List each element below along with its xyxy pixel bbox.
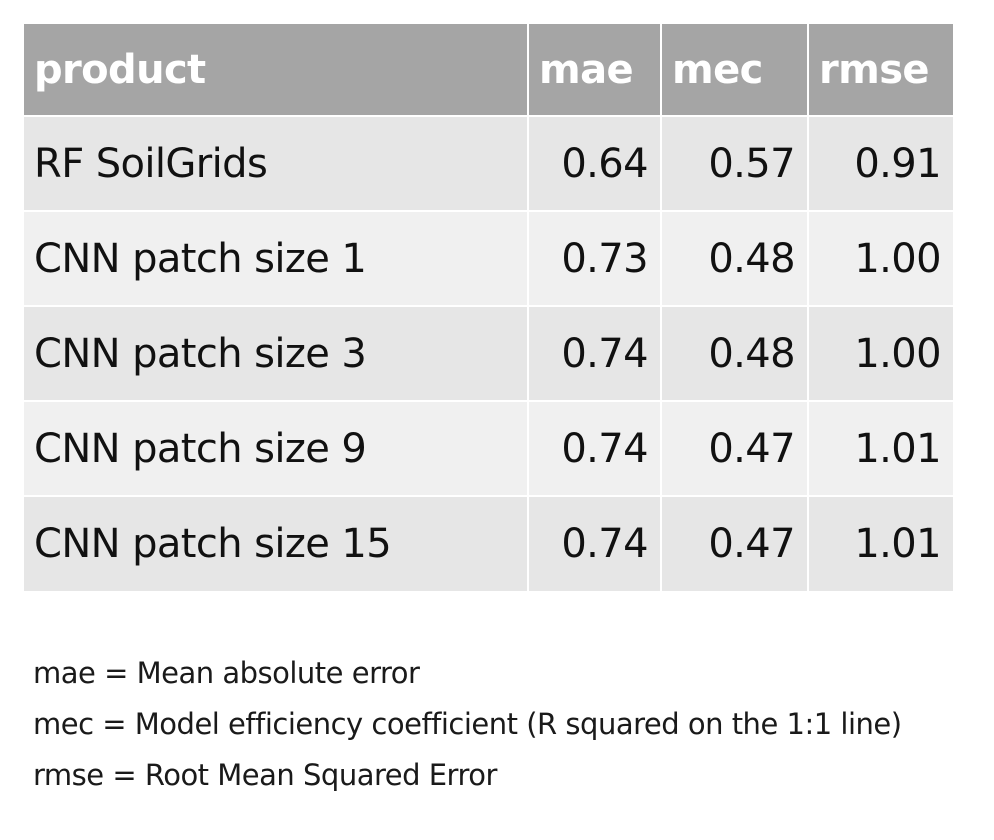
table-row: RF SoilGrids 0.64 0.57 0.91 — [24, 116, 953, 212]
rmse-cell: 0.91 — [807, 116, 953, 212]
rmse-cell: 1.01 — [807, 401, 953, 497]
header-product: product — [24, 24, 528, 117]
mae-cell: 0.74 — [527, 401, 661, 497]
table-row: CNN patch size 9 0.74 0.47 1.01 — [24, 401, 953, 497]
mae-cell: 0.74 — [527, 306, 661, 402]
product-cell: RF SoilGrids — [24, 116, 528, 212]
note-rmse: rmse = Root Mean Squared Error — [33, 758, 497, 792]
mec-cell: 0.48 — [660, 211, 808, 307]
mae-cell: 0.73 — [527, 211, 661, 307]
metrics-table: product mae mec rmse RF SoilGrids 0.64 0… — [24, 24, 953, 591]
product-cell: CNN patch size 15 — [24, 496, 528, 591]
table-row: CNN patch size 3 0.74 0.48 1.00 — [24, 306, 953, 402]
note-mae: mae = Mean absolute error — [33, 656, 420, 690]
rmse-cell: 1.01 — [807, 496, 953, 591]
mec-cell: 0.47 — [660, 496, 808, 591]
header-mae: mae — [527, 24, 661, 117]
rmse-cell: 1.00 — [807, 211, 953, 307]
header-rmse: rmse — [807, 24, 953, 117]
mae-cell: 0.64 — [527, 116, 661, 212]
product-cell: CNN patch size 1 — [24, 211, 528, 307]
rmse-cell: 1.00 — [807, 306, 953, 402]
table-header-row: product mae mec rmse — [24, 24, 953, 117]
note-mec: mec = Model efficiency coefficient (R sq… — [33, 707, 902, 741]
mec-cell: 0.47 — [660, 401, 808, 497]
mae-cell: 0.74 — [527, 496, 661, 591]
table-row: CNN patch size 15 0.74 0.47 1.01 — [24, 496, 953, 591]
legend-notes: mae = Mean absolute error mec = Model ef… — [33, 648, 902, 801]
table-row: CNN patch size 1 0.73 0.48 1.00 — [24, 211, 953, 307]
product-cell: CNN patch size 9 — [24, 401, 528, 497]
mec-cell: 0.48 — [660, 306, 808, 402]
product-cell: CNN patch size 3 — [24, 306, 528, 402]
header-mec: mec — [660, 24, 808, 117]
mec-cell: 0.57 — [660, 116, 808, 212]
